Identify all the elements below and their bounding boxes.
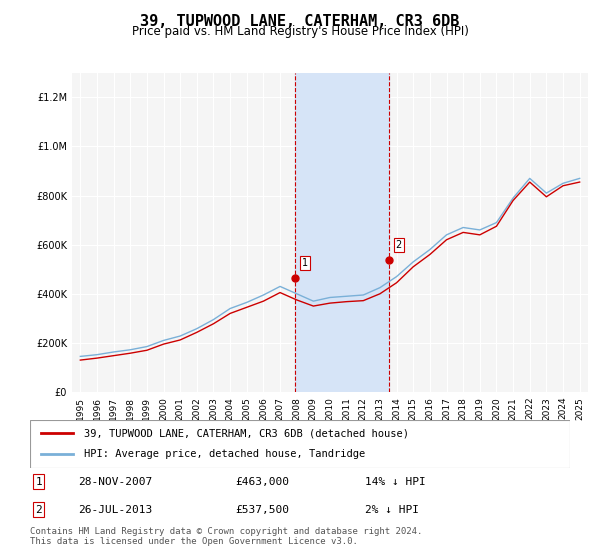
Text: 2% ↓ HPI: 2% ↓ HPI xyxy=(365,505,419,515)
Bar xyxy=(295,73,389,392)
Text: Price paid vs. HM Land Registry's House Price Index (HPI): Price paid vs. HM Land Registry's House … xyxy=(131,25,469,38)
FancyBboxPatch shape xyxy=(30,420,570,468)
Text: 39, TUPWOOD LANE, CATERHAM, CR3 6DB (detached house): 39, TUPWOOD LANE, CATERHAM, CR3 6DB (det… xyxy=(84,428,409,438)
Text: 1: 1 xyxy=(302,258,308,268)
Text: 26-JUL-2013: 26-JUL-2013 xyxy=(79,505,153,515)
Text: HPI: Average price, detached house, Tandridge: HPI: Average price, detached house, Tand… xyxy=(84,449,365,459)
Text: £463,000: £463,000 xyxy=(235,477,289,487)
Text: 2: 2 xyxy=(396,240,402,250)
Text: 1: 1 xyxy=(35,477,42,487)
Text: 28-NOV-2007: 28-NOV-2007 xyxy=(79,477,153,487)
Text: 2: 2 xyxy=(35,505,42,515)
Text: £537,500: £537,500 xyxy=(235,505,289,515)
Text: 39, TUPWOOD LANE, CATERHAM, CR3 6DB: 39, TUPWOOD LANE, CATERHAM, CR3 6DB xyxy=(140,14,460,29)
Text: 14% ↓ HPI: 14% ↓ HPI xyxy=(365,477,425,487)
Text: Contains HM Land Registry data © Crown copyright and database right 2024.
This d: Contains HM Land Registry data © Crown c… xyxy=(30,526,422,546)
